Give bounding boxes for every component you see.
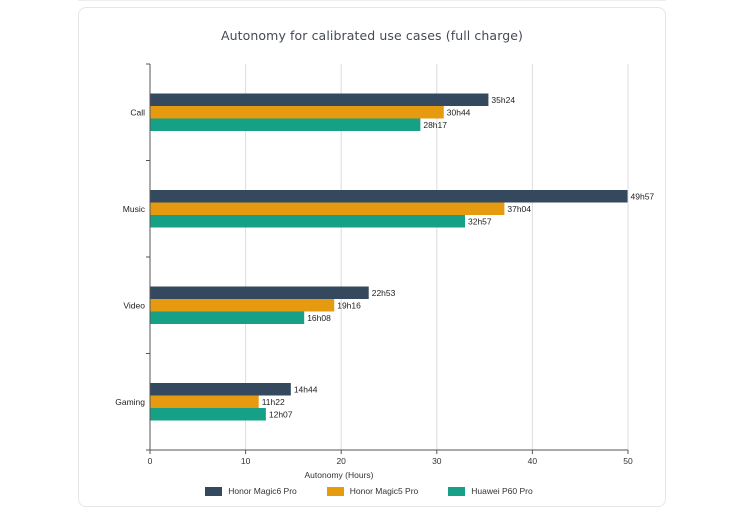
bar	[150, 286, 369, 299]
data-label: 30h44	[447, 107, 471, 117]
chart-title: Autonomy for calibrated use cases (full …	[220, 28, 524, 43]
x-tick-label: 0	[148, 456, 153, 466]
legend-item[interactable]: Huawei P60 Pro	[448, 486, 533, 496]
x-tick-label: 40	[528, 456, 538, 466]
bar	[150, 118, 421, 131]
legend-item[interactable]: Honor Magic5 Pro	[326, 486, 419, 496]
data-label: 49h57	[631, 191, 655, 201]
top-divider	[78, 0, 666, 1]
bar	[150, 106, 444, 119]
chart-card	[78, 7, 666, 507]
x-tick-label: 50	[623, 456, 633, 466]
bar	[150, 202, 505, 215]
bar	[150, 215, 466, 228]
bar	[150, 299, 335, 312]
data-label: 37h04	[507, 204, 531, 214]
bar	[150, 395, 259, 408]
bar	[150, 408, 266, 421]
x-tick-label: 10	[241, 456, 251, 466]
category-label: Video	[123, 300, 145, 310]
data-label: 11h22	[262, 397, 285, 407]
legend-swatch	[326, 486, 344, 496]
category-label: Gaming	[115, 397, 145, 407]
data-label: 28h17	[423, 120, 447, 130]
legend-label: Honor Magic6 Pro	[228, 486, 297, 496]
data-label: 22h53	[372, 288, 396, 298]
data-label: 14h44	[294, 384, 318, 394]
legend-swatch	[448, 486, 466, 496]
bar	[150, 383, 291, 396]
chart-legend: Honor Magic6 Pro Honor Magic5 Pro Huawei P…	[0, 486, 738, 496]
data-label: 32h57	[468, 216, 492, 226]
bar	[150, 93, 489, 106]
legend-swatch	[205, 486, 223, 496]
category-label: Call	[130, 107, 145, 117]
legend-item[interactable]: Honor Magic6 Pro	[205, 486, 297, 496]
data-label: 35h24	[491, 95, 515, 105]
bar	[150, 190, 628, 203]
x-axis-title: Autonomy (Hours)	[305, 470, 374, 480]
legend-label: Honor Magic5 Pro	[349, 486, 419, 496]
bar	[150, 311, 305, 324]
x-tick-label: 30	[432, 456, 442, 466]
legend-label: Huawei P60 Pro	[471, 486, 533, 496]
category-label: Music	[123, 204, 146, 214]
data-label: 19h16	[337, 300, 361, 310]
data-label: 16h08	[307, 313, 331, 323]
x-tick-label: 20	[336, 456, 346, 466]
data-label: 12h07	[269, 409, 293, 419]
